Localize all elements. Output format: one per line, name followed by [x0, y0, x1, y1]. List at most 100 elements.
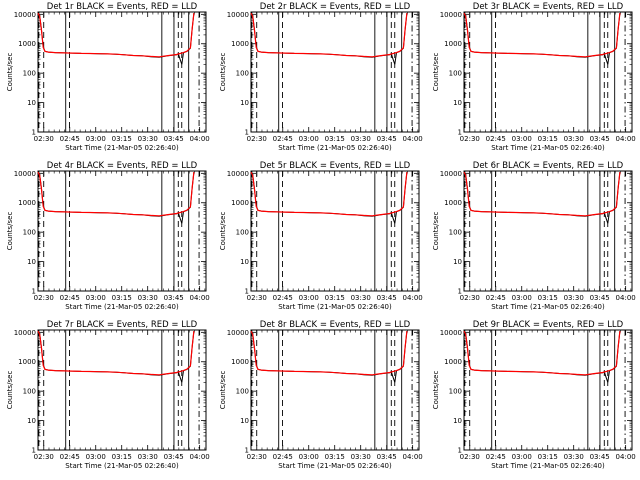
panel-2-ylabel: Counts/sec	[219, 53, 227, 92]
x-tick-label: 02:45	[273, 135, 293, 143]
panel-8: Det 8r BLACK = Events, RED = LLD Counts/…	[219, 320, 423, 470]
x-tick-label: 04:00	[616, 453, 636, 461]
y-tick-label: 1	[32, 288, 36, 296]
x-tick-label: 03:30	[564, 135, 584, 143]
series-events-line	[463, 330, 621, 383]
panel-4-ylabel: Counts/sec	[6, 212, 14, 251]
y-tick-label: 1	[245, 447, 249, 455]
x-tick-label: 03:15	[538, 294, 558, 302]
x-tick-label: 03:45	[590, 453, 610, 461]
y-tick-label: 1000	[444, 199, 462, 207]
x-tick-label: 03:30	[564, 294, 584, 302]
x-tick-label: 03:00	[86, 453, 106, 461]
panel-1-xlabel: Start Time (21-Mar-05 02:26:40)	[65, 144, 179, 152]
y-tick-label: 10	[27, 417, 36, 425]
panel-6-xlabel: Start Time (21-Mar-05 02:26:40)	[491, 303, 605, 311]
x-tick-label: 03:00	[512, 294, 532, 302]
y-tick-label: 10	[240, 258, 249, 266]
x-tick-label: 02:30	[34, 294, 54, 302]
x-tick-label: 03:15	[325, 135, 345, 143]
y-tick-label: 10000	[227, 329, 249, 337]
series-events-line	[250, 12, 408, 65]
y-tick-label: 10000	[227, 11, 249, 19]
x-tick-label: 02:30	[247, 135, 267, 143]
x-tick-label: 02:45	[60, 135, 80, 143]
series-events-line	[250, 171, 408, 224]
y-tick-label: 100	[449, 229, 462, 237]
y-tick-label: 1000	[444, 40, 462, 48]
plot-frame	[37, 329, 207, 451]
plot-frame	[463, 170, 633, 292]
panel-4-xlabel: Start Time (21-Mar-05 02:26:40)	[65, 303, 179, 311]
y-tick-label: 1000	[18, 40, 36, 48]
plot-frame	[250, 329, 420, 451]
series-lld-line	[37, 171, 195, 217]
panel-7-title: Det 7r BLACK = Events, RED = LLD	[47, 320, 198, 330]
panel-5-ylabel: Counts/sec	[219, 212, 227, 251]
x-tick-label: 03:15	[112, 294, 132, 302]
panel-4-title: Det 4r BLACK = Events, RED = LLD	[47, 161, 198, 171]
y-tick-label: 1	[245, 129, 249, 137]
plot-frame	[250, 170, 420, 292]
x-tick-label: 03:45	[377, 453, 397, 461]
x-tick-label: 03:00	[86, 294, 106, 302]
x-tick-label: 04:00	[403, 135, 423, 143]
x-tick-label: 03:45	[377, 135, 397, 143]
panel-9-title: Det 9r BLACK = Events, RED = LLD	[473, 320, 624, 330]
y-tick-label: 100	[236, 70, 249, 78]
y-tick-label: 1000	[231, 199, 249, 207]
panel-2-xlabel: Start Time (21-Mar-05 02:26:40)	[278, 144, 392, 152]
y-tick-label: 100	[449, 388, 462, 396]
panel-1-ylabel: Counts/sec	[6, 53, 14, 92]
x-tick-label: 03:45	[164, 135, 184, 143]
y-tick-label: 100	[23, 229, 36, 237]
y-tick-label: 1000	[18, 358, 36, 366]
y-tick-label: 1000	[18, 199, 36, 207]
panel-6: Det 6r BLACK = Events, RED = LLD Counts/…	[432, 161, 636, 311]
y-tick-label: 10000	[14, 170, 36, 178]
x-tick-label: 03:30	[138, 453, 158, 461]
panel-1-title: Det 1r BLACK = Events, RED = LLD	[47, 2, 198, 12]
x-tick-label: 02:45	[273, 294, 293, 302]
y-tick-label: 10000	[14, 329, 36, 337]
panel-9-xlabel: Start Time (21-Mar-05 02:26:40)	[491, 462, 605, 470]
series-events-line	[463, 171, 621, 224]
plot-frame	[463, 11, 633, 133]
series-lld-line	[37, 12, 195, 58]
x-tick-label: 02:30	[460, 294, 480, 302]
panel-3-ylabel: Counts/sec	[432, 53, 440, 92]
panel-5-xlabel: Start Time (21-Mar-05 02:26:40)	[278, 303, 392, 311]
x-tick-label: 02:30	[247, 294, 267, 302]
x-tick-label: 03:30	[351, 294, 371, 302]
y-tick-label: 1000	[231, 40, 249, 48]
plot-frame	[250, 11, 420, 133]
x-tick-label: 02:45	[60, 294, 80, 302]
plot-frame	[37, 170, 207, 292]
x-tick-label: 02:45	[273, 453, 293, 461]
panel-2: Det 2r BLACK = Events, RED = LLD Counts/…	[219, 2, 423, 152]
panel-3-xlabel: Start Time (21-Mar-05 02:26:40)	[491, 144, 605, 152]
series-lld-line	[37, 330, 195, 376]
series-events-line	[37, 330, 195, 383]
series-events-line	[37, 12, 195, 65]
x-tick-label: 04:00	[403, 453, 423, 461]
panel-2-title: Det 2r BLACK = Events, RED = LLD	[260, 2, 411, 12]
x-tick-label: 03:15	[325, 453, 345, 461]
y-tick-label: 1	[32, 129, 36, 137]
y-tick-label: 1	[458, 288, 462, 296]
y-tick-label: 10000	[14, 11, 36, 19]
panel-7-ylabel: Counts/sec	[6, 371, 14, 410]
series-events-line	[37, 171, 195, 224]
y-tick-label: 100	[236, 388, 249, 396]
series-lld-line	[463, 171, 621, 217]
x-tick-label: 03:45	[377, 294, 397, 302]
y-tick-label: 10000	[227, 170, 249, 178]
x-tick-label: 03:00	[86, 135, 106, 143]
panel-7-xlabel: Start Time (21-Mar-05 02:26:40)	[65, 462, 179, 470]
panel-5: Det 5r BLACK = Events, RED = LLD Counts/…	[219, 161, 423, 311]
series-lld-line	[250, 171, 408, 217]
y-tick-label: 100	[449, 70, 462, 78]
x-tick-label: 03:45	[590, 135, 610, 143]
y-tick-label: 100	[23, 388, 36, 396]
